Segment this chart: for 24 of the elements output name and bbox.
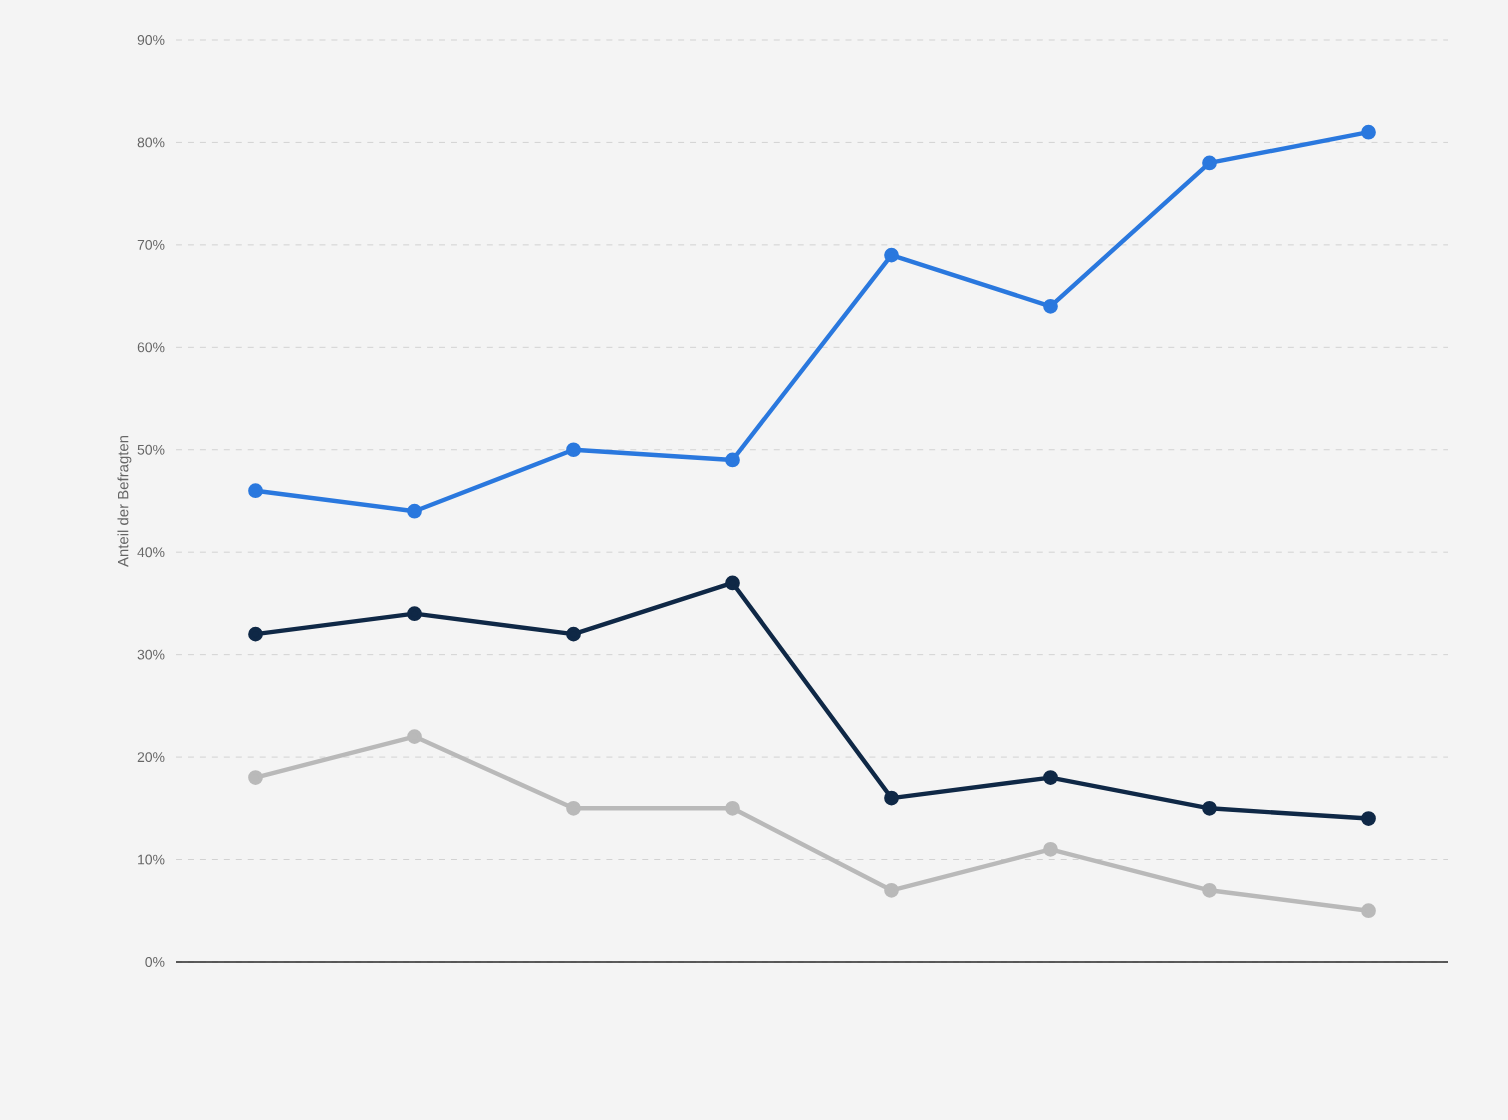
point	[1043, 770, 1058, 785]
point	[725, 452, 740, 468]
point	[1361, 811, 1376, 826]
point	[566, 442, 581, 458]
point	[1202, 800, 1217, 816]
point	[1202, 882, 1217, 898]
point	[1202, 155, 1217, 171]
point	[884, 790, 899, 806]
point	[248, 626, 263, 642]
point	[1043, 841, 1058, 857]
point	[248, 770, 263, 785]
point	[248, 483, 263, 499]
point	[725, 800, 740, 816]
point	[566, 800, 581, 816]
point	[725, 575, 740, 591]
point	[884, 882, 899, 898]
point	[566, 626, 581, 642]
point	[1361, 124, 1376, 140]
point	[1361, 903, 1376, 919]
point	[1043, 298, 1058, 314]
point	[884, 247, 899, 263]
point	[407, 729, 422, 744]
point	[407, 606, 422, 622]
point	[407, 503, 422, 519]
